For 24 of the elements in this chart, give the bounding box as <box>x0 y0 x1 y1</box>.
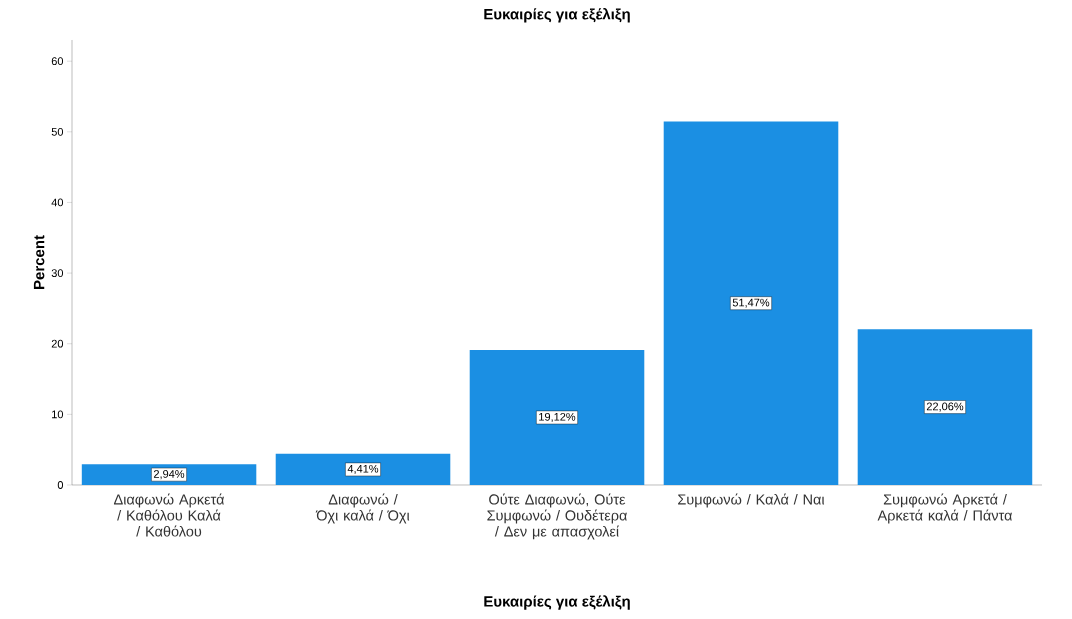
y-tick-label: 10 <box>52 410 64 419</box>
y-tick-label: 30 <box>51 269 64 277</box>
bar <box>857 329 1033 485</box>
y-tick-label: 60 <box>51 57 64 66</box>
data-label: 19,12% <box>539 412 576 423</box>
data-label: 4,41% <box>347 464 379 474</box>
y-tick-label: 0 <box>57 481 64 489</box>
data-label: 2,94% <box>153 470 185 480</box>
chart-title: Ευκαιρίες για εξέλιξη <box>484 8 630 23</box>
y-tick-label: 50 <box>51 127 64 136</box>
x-tick-label: Συμφωνώ Αρκετά / Αρκετά καλά / Πάντα <box>877 493 1013 524</box>
x-axis-title: Ευκαιρίες για εξέλιξη <box>484 595 630 610</box>
bar <box>469 349 645 485</box>
bar <box>663 121 839 485</box>
y-tick-label: 40 <box>51 198 64 207</box>
data-label: 51,47% <box>732 298 770 308</box>
x-tick-label: Διαφωνώ / Όχι καλά / Όχι <box>315 493 410 524</box>
data-label: 22,06% <box>926 402 964 412</box>
y-axis-title: Percent <box>33 235 45 289</box>
x-tick-label: Διαφωνώ Αρκετά / Καθόλου Καλά / Καθόλου <box>113 493 225 537</box>
y-tick-label: 20 <box>51 339 64 348</box>
bar <box>275 453 451 485</box>
x-tick-label: Συμφωνώ / Καλά / Ναι <box>678 493 825 508</box>
x-tick-label: Ούτε Διαφωνώ, Ούτε Συμφωνώ / Ουδέτερα / Δεν με απασχολεί <box>487 493 627 540</box>
